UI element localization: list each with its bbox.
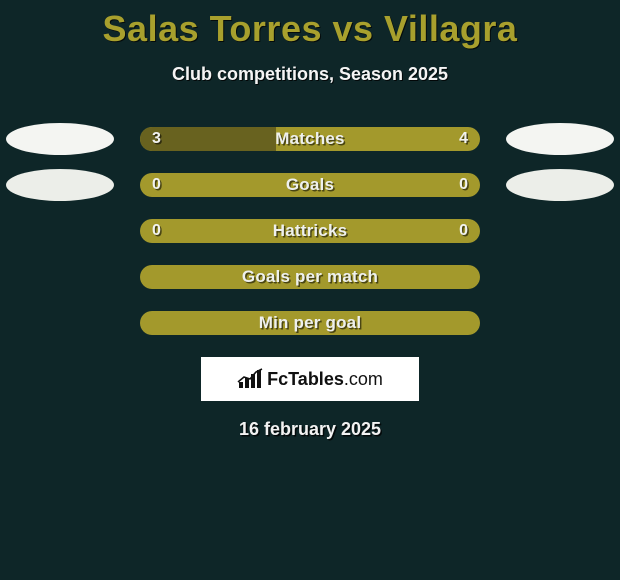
- stat-row: Matches 3 4: [0, 127, 620, 151]
- stat-row: Goals 0 0: [0, 173, 620, 197]
- player-avatar-right: [506, 169, 614, 201]
- logo-box: FcTables.com: [201, 357, 419, 401]
- stat-value-right: 0: [459, 219, 468, 243]
- player-avatar-right: [506, 123, 614, 155]
- stat-value-right: 4: [459, 127, 468, 151]
- stat-label: Hattricks: [273, 221, 348, 241]
- stat-label: Min per goal: [259, 313, 362, 333]
- stat-row: Min per goal: [0, 311, 620, 335]
- stat-bar: Goals 0 0: [140, 173, 480, 197]
- stat-bar: Hattricks 0 0: [140, 219, 480, 243]
- stat-bar: Goals per match: [140, 265, 480, 289]
- stat-value-right: 0: [459, 173, 468, 197]
- logo-text-light: .com: [344, 369, 383, 389]
- comparison-rows: Matches 3 4 Goals 0 0 Hattricks 0 0 Goals per mat…: [0, 127, 620, 335]
- stat-label: Matches: [275, 129, 344, 149]
- logo-text-bold: FcTables: [267, 369, 344, 389]
- stat-value-left: 0: [152, 173, 161, 197]
- stat-value-left: 0: [152, 219, 161, 243]
- logo-text: FcTables.com: [267, 369, 383, 390]
- date-label: 16 february 2025: [0, 419, 620, 440]
- stat-row: Hattricks 0 0: [0, 219, 620, 243]
- stat-bar: Min per goal: [140, 311, 480, 335]
- player-avatar-left: [6, 123, 114, 155]
- stat-bar: Matches 3 4: [140, 127, 480, 151]
- stat-label: Goals: [286, 175, 334, 195]
- stat-label: Goals per match: [242, 267, 378, 287]
- page-title: Salas Torres vs Villagra: [0, 0, 620, 50]
- page-subtitle: Club competitions, Season 2025: [0, 64, 620, 85]
- stat-row: Goals per match: [0, 265, 620, 289]
- player-avatar-left: [6, 169, 114, 201]
- stat-value-left: 3: [152, 127, 161, 151]
- logo: FcTables.com: [237, 368, 383, 390]
- chart-icon: [237, 368, 263, 390]
